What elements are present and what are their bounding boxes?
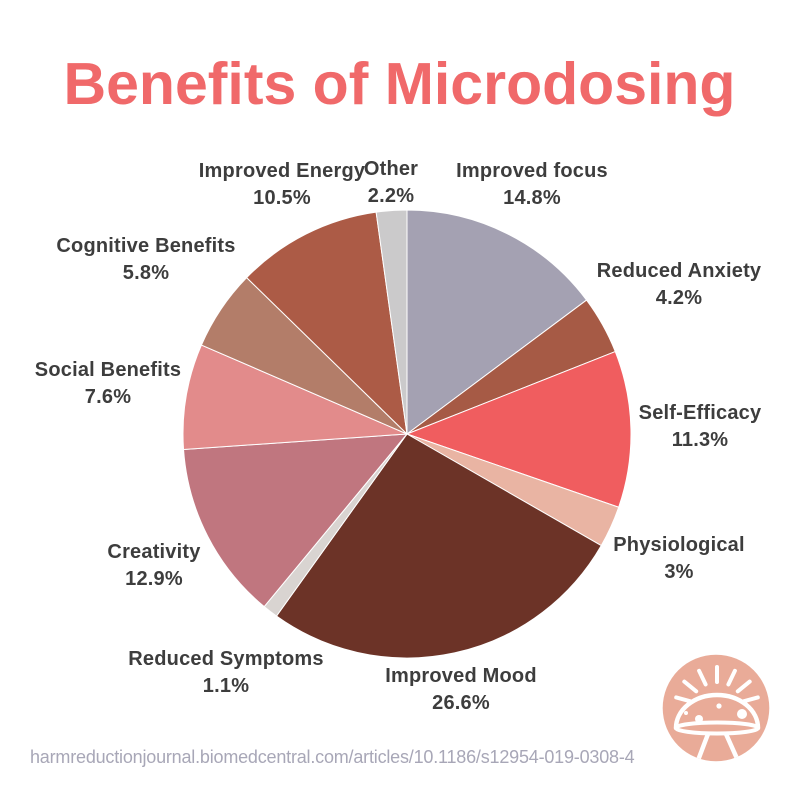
- logo-circle: [662, 654, 770, 762]
- slice-label-name: Improved Energy: [198, 160, 366, 182]
- pie-slice-social-benefits: [182, 344, 408, 450]
- slice-label-name: Improved Mood: [385, 665, 537, 687]
- slice-label-name: Improved focus: [456, 160, 608, 182]
- slice-label-percent: 10.5%: [253, 187, 311, 209]
- pie-slice-improved-mood: [275, 433, 602, 659]
- mushroom-logo: [662, 654, 770, 762]
- pie-slice-improved-focus: [406, 209, 588, 435]
- pie-slice-self-efficacy: [406, 351, 632, 508]
- slice-label-name: Self-Efficacy: [638, 402, 762, 424]
- slice-label-reduced-symptoms: Reduced Symptoms 1.1%: [128, 646, 323, 700]
- source-url: harmreductionjournal.biomedcentral.com/a…: [30, 747, 635, 767]
- slice-label-name: Physiological: [613, 534, 745, 556]
- slice-label-percent: 11.3%: [671, 429, 729, 451]
- pie-slice-creativity: [183, 433, 408, 608]
- slice-label-name: Social Benefits: [34, 359, 182, 381]
- slice-label-other: Other 2.2%: [364, 156, 418, 210]
- slice-label-improved-focus: Improved focus 14.8%: [456, 158, 608, 212]
- pie-slice-other: [375, 209, 408, 435]
- slice-label-creativity: Creativity 12.9%: [107, 539, 200, 593]
- slice-label-improved-mood: Improved Mood 26.6%: [385, 663, 537, 717]
- slice-label-name: Cognitive Benefits: [56, 235, 236, 257]
- slice-label-percent: 4.2%: [655, 287, 703, 309]
- mushroom-rays-icon: [674, 665, 760, 704]
- slice-label-reduced-anxiety: Reduced Anxiety 4.2%: [597, 258, 762, 312]
- slice-label-name: Creativity: [107, 541, 201, 563]
- slice-label-percent: 2.2%: [367, 185, 415, 207]
- slice-label-social-benefits: Social Benefits 7.6%: [35, 357, 181, 411]
- page-title: Benefits of Microdosing: [63, 51, 736, 117]
- slice-label-percent: 1.1%: [202, 675, 250, 697]
- pie-slice-improved-energy: [246, 211, 408, 435]
- slice-label-percent: 3%: [664, 561, 694, 583]
- slice-label-percent: 26.6%: [432, 692, 490, 714]
- mushroom-cap-icon: [673, 692, 761, 736]
- slice-label-name: Reduced Anxiety: [596, 260, 762, 282]
- slice-label-cognitive-benefits: Cognitive Benefits 5.8%: [56, 233, 235, 287]
- slice-label-self-efficacy: Self-Efficacy 11.3%: [639, 400, 762, 454]
- slice-label-percent: 12.9%: [125, 568, 183, 590]
- slice-label-name: Other: [363, 158, 419, 180]
- slice-label-physiological: Physiological 3%: [613, 532, 745, 586]
- slice-label-name: Reduced Symptoms: [128, 648, 324, 670]
- slice-label-percent: 14.8%: [503, 187, 561, 209]
- slice-label-percent: 7.6%: [84, 386, 132, 408]
- slice-label-improved-energy: Improved Energy 10.5%: [199, 158, 365, 212]
- slice-label-percent: 5.8%: [122, 262, 170, 284]
